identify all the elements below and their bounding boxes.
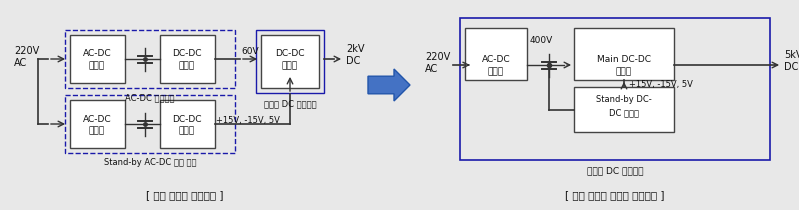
Bar — [261, 35, 319, 88]
Text: Main DC-DC: Main DC-DC — [597, 55, 651, 63]
Text: AC-DC: AC-DC — [482, 55, 511, 63]
Text: 220V
AC: 220V AC — [14, 46, 39, 68]
Text: AC-DC: AC-DC — [82, 50, 111, 59]
Text: 2kV
DC: 2kV DC — [346, 44, 364, 66]
Bar — [256, 30, 324, 93]
Text: 컨버터: 컨버터 — [179, 126, 195, 135]
Text: +15V, -15V, 5V: +15V, -15V, 5V — [216, 116, 280, 125]
Text: 컨버터: 컨버터 — [282, 62, 298, 71]
Bar — [65, 30, 235, 88]
Text: 정류기: 정류기 — [89, 126, 105, 135]
Text: 고전압 DC 전원장치: 고전압 DC 전원장치 — [264, 99, 316, 108]
Text: 정류기: 정류기 — [488, 67, 504, 76]
Text: +15V, -15V, 5V: +15V, -15V, 5V — [629, 80, 693, 88]
Bar — [574, 87, 674, 132]
Text: 컨버터: 컨버터 — [179, 62, 195, 71]
Text: 컨버터: 컨버터 — [616, 67, 632, 76]
Text: Stand-by DC-: Stand-by DC- — [596, 96, 652, 105]
Text: DC-DC: DC-DC — [173, 114, 202, 123]
Bar — [160, 35, 215, 83]
Bar — [160, 100, 215, 148]
Text: 정류기: 정류기 — [89, 62, 105, 71]
Text: 220V
AC: 220V AC — [425, 52, 451, 74]
Bar — [70, 35, 125, 83]
Bar — [574, 28, 674, 80]
Bar — [70, 100, 125, 148]
FancyArrow shape — [368, 69, 410, 101]
Text: [ 구조 변경된 고전압 전원장치 ]: [ 구조 변경된 고전압 전원장치 ] — [565, 190, 665, 200]
Text: DC-DC: DC-DC — [173, 50, 202, 59]
Text: AC-DC: AC-DC — [82, 114, 111, 123]
Text: Stand-by AC-DC 전원 장치: Stand-by AC-DC 전원 장치 — [104, 158, 197, 167]
Text: 60V: 60V — [241, 46, 259, 55]
Bar — [465, 28, 527, 80]
Text: [ 기존 고전압 전원장치 ]: [ 기존 고전압 전원장치 ] — [146, 190, 224, 200]
Bar — [65, 95, 235, 153]
Text: DC 컨버터: DC 컨버터 — [609, 109, 639, 118]
Text: 5kV
DC: 5kV DC — [784, 50, 799, 72]
Text: AC-DC 전원장치: AC-DC 전원장치 — [125, 93, 175, 102]
Bar — [460, 18, 770, 160]
Text: 400V: 400V — [530, 36, 553, 45]
Text: DC-DC: DC-DC — [275, 50, 304, 59]
Text: 고전압 DC 전원장치: 고전압 DC 전원장치 — [586, 166, 643, 175]
